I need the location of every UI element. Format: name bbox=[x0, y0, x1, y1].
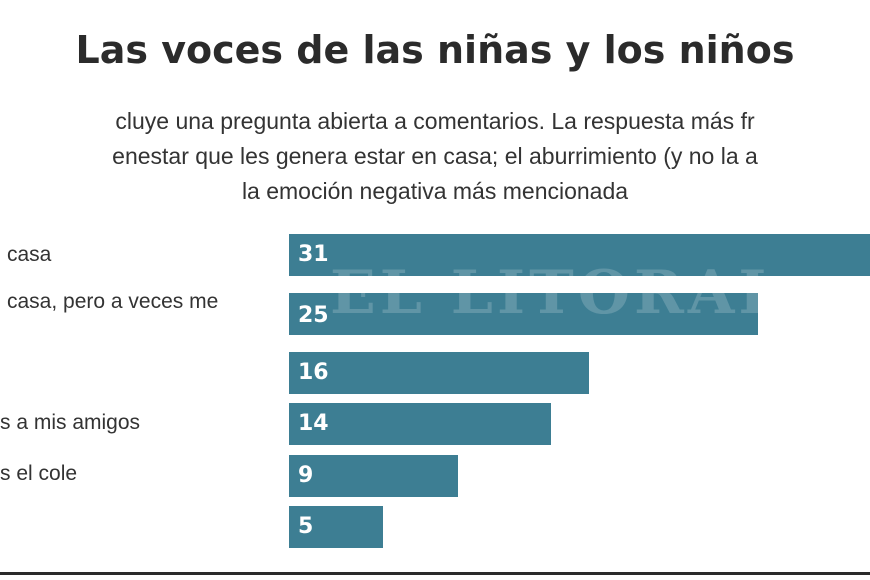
chart-title: Las voces de las niñas y los niños bbox=[75, 28, 795, 72]
bar-value-label-1: 31 bbox=[298, 242, 329, 267]
subtitle-line-2: enestar que les genera estar en casa; el… bbox=[112, 143, 758, 169]
bar-value-label-6: 5 bbox=[298, 514, 314, 539]
bar-4 bbox=[289, 403, 552, 445]
bar-value-label-2: 25 bbox=[298, 303, 329, 328]
category-label-1: casa bbox=[7, 243, 52, 266]
chart-subtitle: cluye una pregunta abierta a comentarios… bbox=[0, 104, 870, 209]
bar-1 bbox=[289, 234, 870, 276]
bar-value-label-4: 14 bbox=[298, 411, 329, 436]
category-label-5: s el cole bbox=[0, 462, 78, 485]
subtitle-line-1: cluye una pregunta abierta a comentarios… bbox=[115, 108, 755, 134]
bottom-border bbox=[0, 572, 870, 575]
category-label-2: casa, pero a veces me bbox=[7, 290, 219, 313]
bar-3 bbox=[289, 352, 589, 394]
subtitle-line-3: la emoción negativa más mencionada bbox=[241, 178, 629, 204]
bar-value-label-5: 9 bbox=[298, 463, 314, 488]
bar-value-label-3: 16 bbox=[298, 360, 329, 385]
bar-5 bbox=[289, 455, 458, 497]
bar-6 bbox=[289, 506, 383, 548]
category-label-4: s a mis amigos bbox=[0, 411, 141, 434]
bar-2 bbox=[289, 293, 758, 335]
